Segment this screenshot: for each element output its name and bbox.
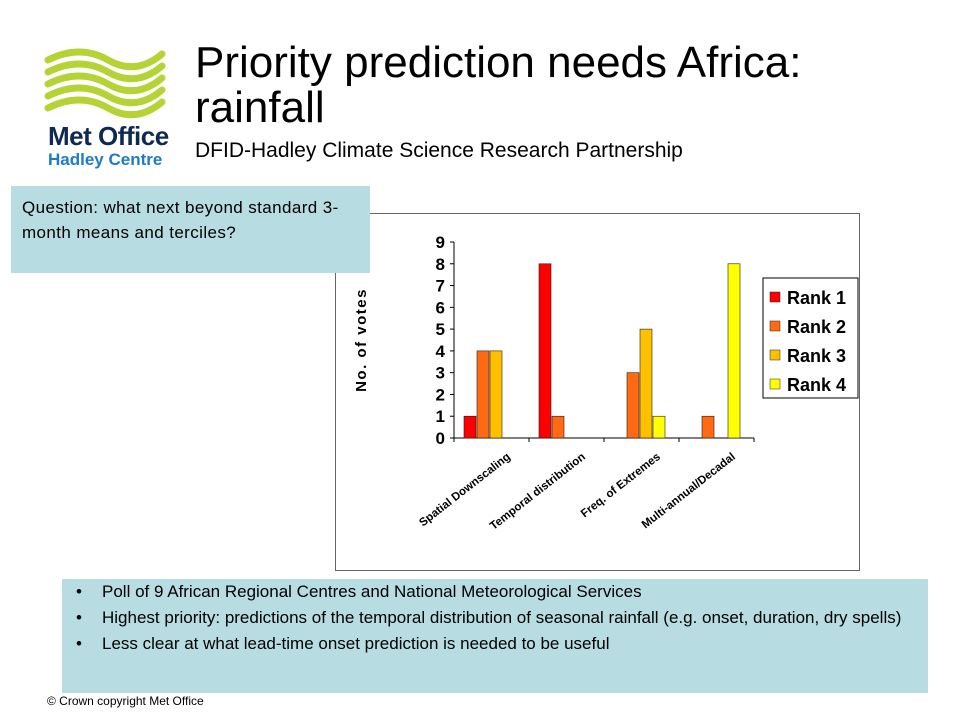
legend-swatch <box>769 378 781 390</box>
bar-rank-3 <box>639 328 653 439</box>
page-title: Priority prediction needs Africa: rainfa… <box>195 38 802 132</box>
bar-rank-4 <box>652 415 666 439</box>
bar-rank-1 <box>463 415 477 439</box>
bar-rank-2 <box>551 415 565 439</box>
legend-swatch <box>769 320 781 332</box>
bullet-item: Highest priority: predictions of the tem… <box>76 608 920 627</box>
legend-label: Rank 4 <box>787 375 846 395</box>
question-callout: Question: what next beyond standard 3-mo… <box>11 186 370 273</box>
logo-name: Met Office <box>48 121 169 151</box>
met-office-logo: Met Office Hadley Centre <box>40 42 170 182</box>
bullet-list: Poll of 9 African Regional Centres and N… <box>62 579 928 693</box>
bar-rank-1 <box>538 263 552 439</box>
bar-rank-2 <box>476 350 490 439</box>
y-tick-label: 5 <box>436 320 445 339</box>
y-tick-label: 8 <box>436 255 445 274</box>
legend-swatch <box>769 291 781 303</box>
y-tick-label: 9 <box>436 233 445 252</box>
bullet-item: Poll of 9 African Regional Centres and N… <box>76 582 920 601</box>
y-tick-label: 4 <box>436 342 446 361</box>
wave-logo-icon <box>44 48 166 119</box>
copyright-footer: © Crown copyright Met Office <box>47 694 204 708</box>
chart-frame: 0 1 2 3 4 5 6 7 8 9 No. of votes Spatial Downscalin… <box>335 213 860 571</box>
y-tick-label: 2 <box>436 385 445 404</box>
bar-rank-4 <box>727 263 741 439</box>
y-tick-label: 1 <box>436 407 445 426</box>
legend-swatch <box>769 349 781 361</box>
bar-rank-2 <box>626 372 640 439</box>
y-tick-label: 0 <box>436 429 445 448</box>
logo-subtitle: Hadley Centre <box>48 150 163 169</box>
legend-label: Rank 1 <box>787 288 846 308</box>
y-tick-label: 3 <box>436 364 445 383</box>
y-axis-label: No. of votes <box>353 288 370 392</box>
page-subtitle: DFID-Hadley Climate Science Research Par… <box>195 139 683 162</box>
legend-label: Rank 3 <box>787 346 846 366</box>
bar-rank-3 <box>489 350 503 439</box>
legend-label: Rank 2 <box>787 317 846 337</box>
bullet-item: Less clear at what lead-time onset predi… <box>76 634 920 653</box>
y-tick-label: 6 <box>436 298 445 317</box>
bar-rank-2 <box>701 415 715 439</box>
x-category-label: Freq. of Extremes <box>579 451 663 520</box>
y-tick-label: 7 <box>436 277 445 296</box>
